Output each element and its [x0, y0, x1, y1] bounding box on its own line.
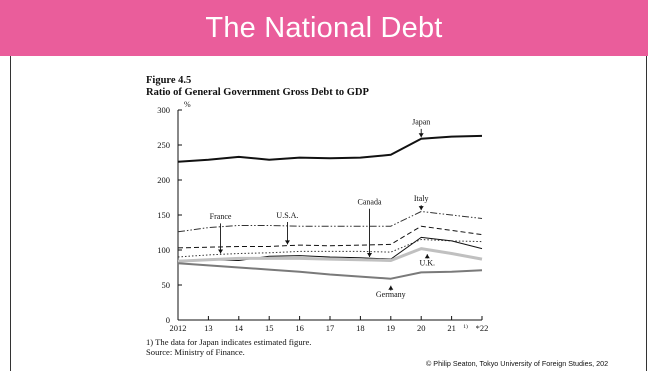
- annotation-canada: Canada: [358, 198, 382, 207]
- y-tick-label: 50: [162, 280, 171, 290]
- series-line-france: [177, 239, 483, 258]
- x-tick-label: 17: [326, 323, 335, 333]
- figure-source: Source: Ministry of Finance.: [146, 347, 245, 357]
- slide-title: The National Debt: [205, 11, 443, 44]
- figure-label: Figure 4.5: [146, 75, 192, 86]
- annotation-u-k: U.K.: [419, 258, 435, 267]
- annotation-japan: Japan: [412, 118, 430, 127]
- series-line-u-s-a: [177, 225, 483, 249]
- y-tick-label: 300: [157, 105, 170, 115]
- annotation-arrow-head-u-k: [424, 254, 430, 259]
- y-tick-label: 200: [157, 175, 170, 185]
- annotation-arrow-head-germany: [388, 285, 394, 290]
- annotation-france: France: [210, 212, 232, 221]
- y-tick-label: 250: [157, 140, 170, 150]
- slide-frame-right: [646, 56, 647, 371]
- annotation-u-s-a: U.S.A.: [276, 211, 298, 220]
- slide-credit: © Philip Seaton, Tokyo University of For…: [426, 359, 609, 368]
- x-tick-label: 20: [417, 323, 426, 333]
- annotation-arrow-head-japan: [418, 133, 424, 138]
- x-tick-label: 19: [387, 323, 396, 333]
- annotation-arrow-head-u-s-a: [284, 240, 290, 245]
- annotation-arrow-head-canada: [367, 253, 373, 257]
- x-tick-label: 21: [447, 323, 456, 333]
- series-line-u-k: [177, 247, 483, 263]
- annotation-arrow-head-italy: [418, 206, 424, 211]
- y-tick-label: 150: [157, 210, 170, 220]
- y-tick-label: 0: [166, 315, 170, 325]
- annotation-germany: Germany: [376, 290, 406, 299]
- slide-frame-left: [10, 56, 11, 371]
- annotation-italy: Italy: [414, 194, 429, 203]
- x-tick-label: 16: [295, 323, 304, 333]
- y-axis-unit: %: [184, 100, 191, 109]
- x-tick-label: 15: [265, 323, 274, 333]
- series-line-germany: [177, 262, 483, 280]
- series-line-italy: [177, 211, 483, 233]
- x-tick-label: *22: [476, 323, 489, 333]
- annotation-arrow-head-france: [218, 249, 224, 254]
- figure-note: 1) The data for Japan indicates estimate…: [146, 337, 312, 347]
- x-tick-label: 18: [356, 323, 365, 333]
- y-tick-label: 100: [157, 245, 170, 255]
- x-tick-label: 2012: [170, 323, 187, 333]
- series-line-canada: [177, 236, 483, 261]
- slide-title-banner: The National Debt: [0, 0, 648, 56]
- figure-title: Ratio of General Government Gross Debt t…: [146, 87, 369, 98]
- x-tick-label: 13: [204, 323, 213, 333]
- series-line-japan: [177, 134, 483, 163]
- x-tick-superscript: 1): [463, 323, 468, 330]
- x-tick-label: 14: [235, 323, 244, 333]
